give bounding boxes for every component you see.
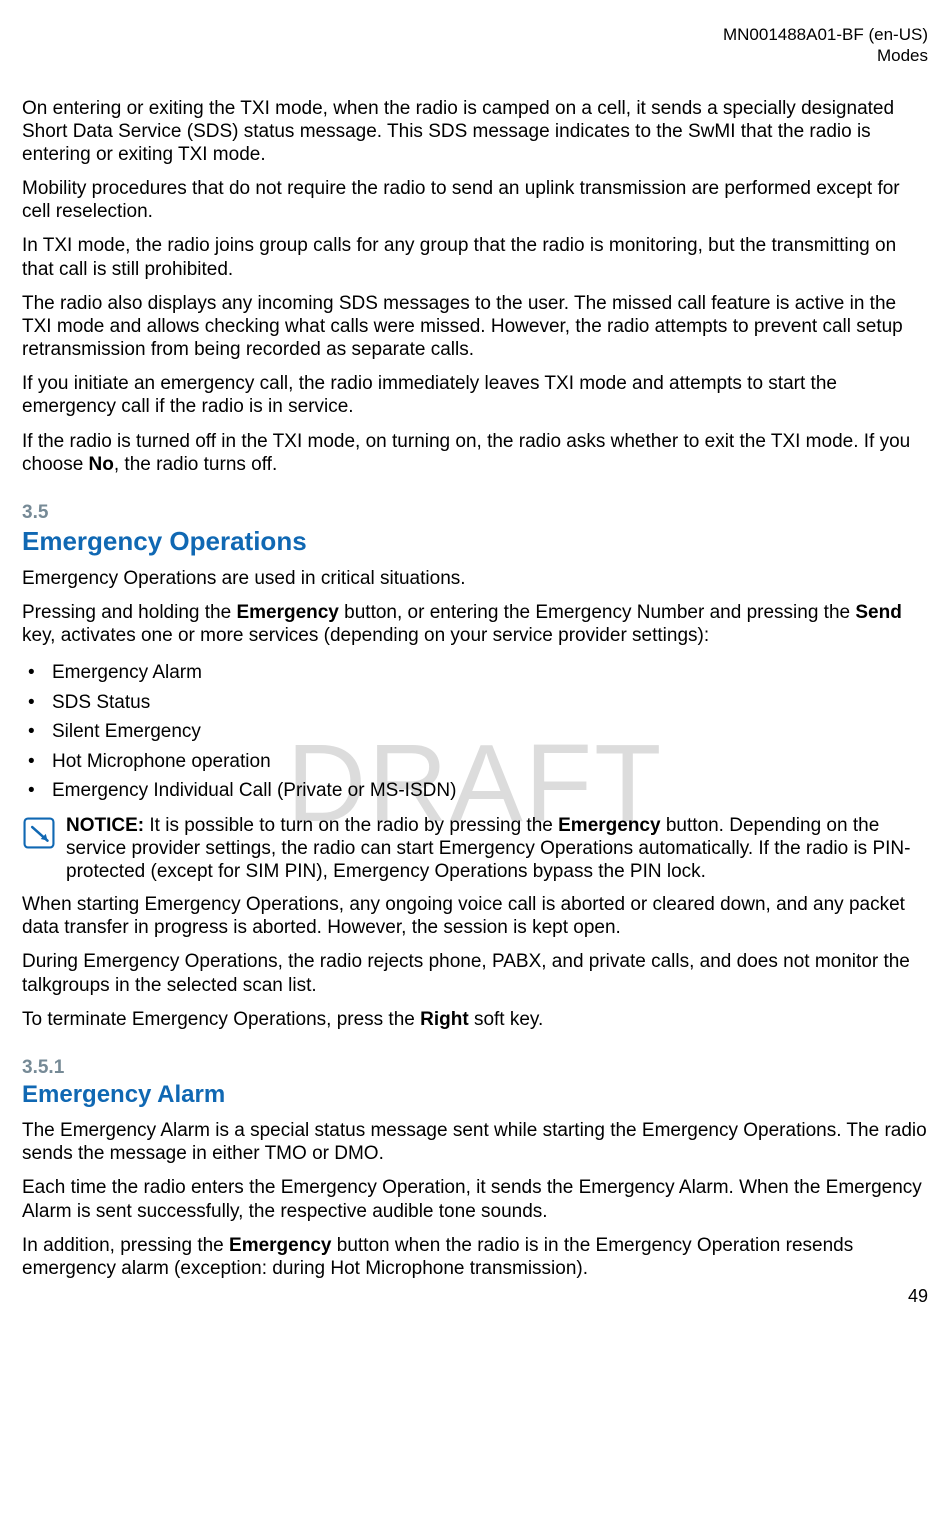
notice-bold: Emergency [558, 815, 660, 836]
notice-icon [22, 816, 56, 850]
s351-paragraph-3: In addition, pressing the Emergency butt… [22, 1234, 928, 1280]
s351-p3-bold: Emergency [229, 1235, 331, 1256]
intro-paragraph-3: In TXI mode, the radio joins group calls… [22, 234, 928, 280]
header-section: Modes [22, 45, 928, 66]
page-container: MN001488A01-BF (en-US) Modes On entering… [0, 0, 950, 1331]
section-title-emergency-alarm: Emergency Alarm [22, 1081, 928, 1109]
s35-bullet-list: Emergency Alarm SDS Status Silent Emerge… [22, 658, 928, 805]
s35-paragraph-4: During Emergency Operations, the radio r… [22, 950, 928, 996]
s35-p5-b: soft key. [469, 1009, 544, 1030]
s35-p5-bold: Right [420, 1009, 469, 1030]
intro-p6-bold: No [89, 454, 114, 475]
s35-paragraph-2: Pressing and holding the Emergency butto… [22, 601, 928, 647]
list-item: Emergency Alarm [22, 658, 928, 687]
list-item: SDS Status [22, 688, 928, 717]
notice-text: NOTICE: It is possible to turn on the ra… [66, 814, 928, 884]
intro-p6-part-b: , the radio turns off. [114, 454, 277, 475]
notice-label: NOTICE: [66, 815, 144, 836]
page-content: On entering or exiting the TXI mode, whe… [22, 97, 928, 1281]
s351-paragraph-2: Each time the radio enters the Emergency… [22, 1176, 928, 1222]
header-doc-id: MN001488A01-BF (en-US) [22, 24, 928, 45]
page-number: 49 [908, 1286, 928, 1307]
list-item: Emergency Individual Call (Private or MS… [22, 776, 928, 805]
s351-p3-a: In addition, pressing the [22, 1235, 229, 1256]
notice-block: NOTICE: It is possible to turn on the ra… [22, 814, 928, 884]
s35-p2-a: Pressing and holding the [22, 602, 236, 623]
list-item: Hot Microphone operation [22, 747, 928, 776]
section-number-3-5-1: 3.5.1 [22, 1057, 928, 1079]
page-header: MN001488A01-BF (en-US) Modes [22, 24, 928, 67]
s35-p5-a: To terminate Emergency Operations, press… [22, 1009, 420, 1030]
intro-paragraph-1: On entering or exiting the TXI mode, whe… [22, 97, 928, 167]
section-number-3-5: 3.5 [22, 502, 928, 524]
intro-paragraph-6: If the radio is turned off in the TXI mo… [22, 430, 928, 476]
s35-paragraph-1: Emergency Operations are used in critica… [22, 567, 928, 590]
s35-p2-bold2: Send [855, 602, 901, 623]
intro-paragraph-2: Mobility procedures that do not require … [22, 177, 928, 223]
list-item: Silent Emergency [22, 717, 928, 746]
s35-p2-c: key, activates one or more services (dep… [22, 625, 709, 646]
s35-p2-b: button, or entering the Emergency Number… [339, 602, 855, 623]
s35-p2-bold1: Emergency [236, 602, 338, 623]
s35-paragraph-5: To terminate Emergency Operations, press… [22, 1008, 928, 1031]
notice-part-a: It is possible to turn on the radio by p… [144, 815, 558, 836]
s351-paragraph-1: The Emergency Alarm is a special status … [22, 1119, 928, 1165]
s35-paragraph-3: When starting Emergency Operations, any … [22, 893, 928, 939]
section-title-emergency-operations: Emergency Operations [22, 526, 928, 557]
intro-paragraph-5: If you initiate an emergency call, the r… [22, 372, 928, 418]
intro-paragraph-4: The radio also displays any incoming SDS… [22, 292, 928, 362]
